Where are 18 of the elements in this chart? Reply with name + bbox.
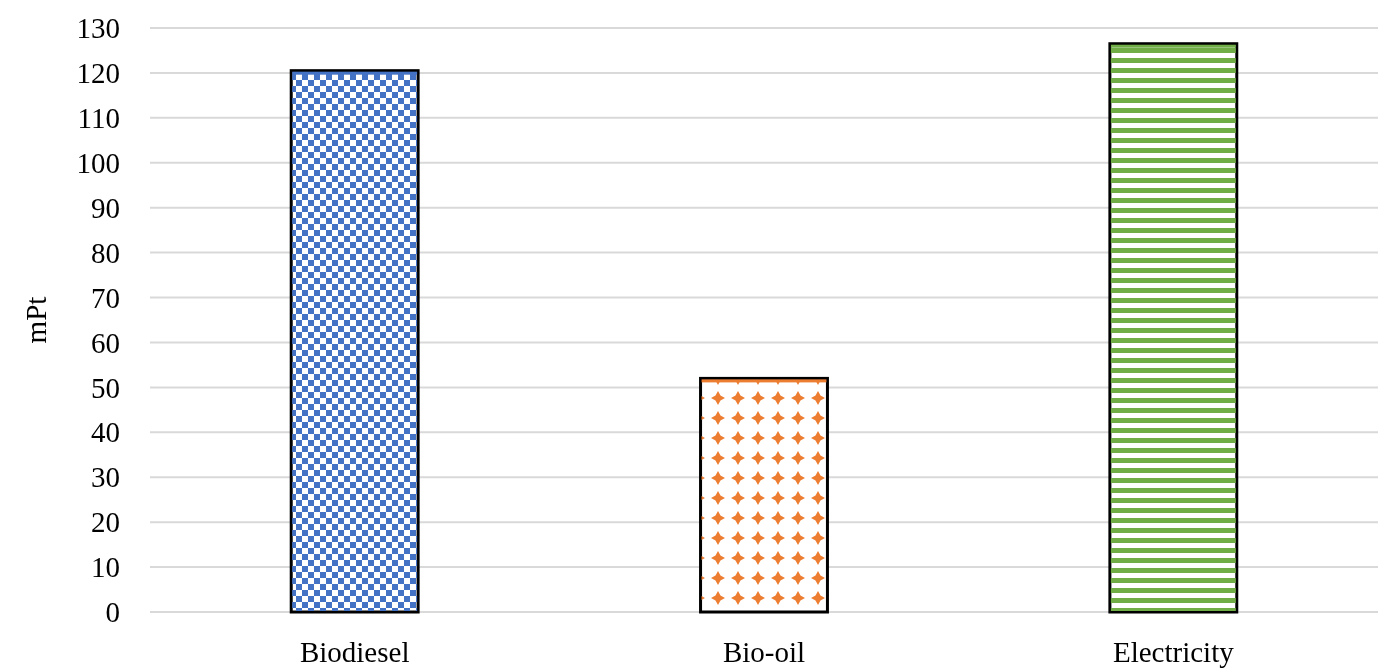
y-tick-label: 70 — [91, 281, 120, 314]
y-axis-title: mPt — [20, 296, 52, 344]
y-tick-label: 60 — [91, 326, 120, 359]
y-tick-label: 20 — [91, 506, 120, 539]
y-tick-label: 40 — [91, 416, 120, 449]
y-tick-label: 10 — [91, 551, 120, 584]
x-tick-label: Bio-oil — [722, 636, 806, 668]
x-tick-label: Electricity — [1112, 636, 1235, 668]
y-tick-label: 100 — [76, 146, 120, 179]
y-tick-label: 110 — [77, 102, 120, 134]
y-tick-label: 50 — [91, 371, 120, 404]
y-tick-label: 0 — [105, 596, 120, 629]
x-tick-label: Biodiesel — [299, 636, 410, 668]
y-tick-label: 90 — [91, 191, 120, 224]
y-tick-label: 120 — [76, 57, 120, 90]
y-tick-label: 80 — [91, 236, 120, 269]
y-tick-label: 30 — [91, 461, 120, 494]
y-tick-label: 130 — [76, 12, 120, 45]
